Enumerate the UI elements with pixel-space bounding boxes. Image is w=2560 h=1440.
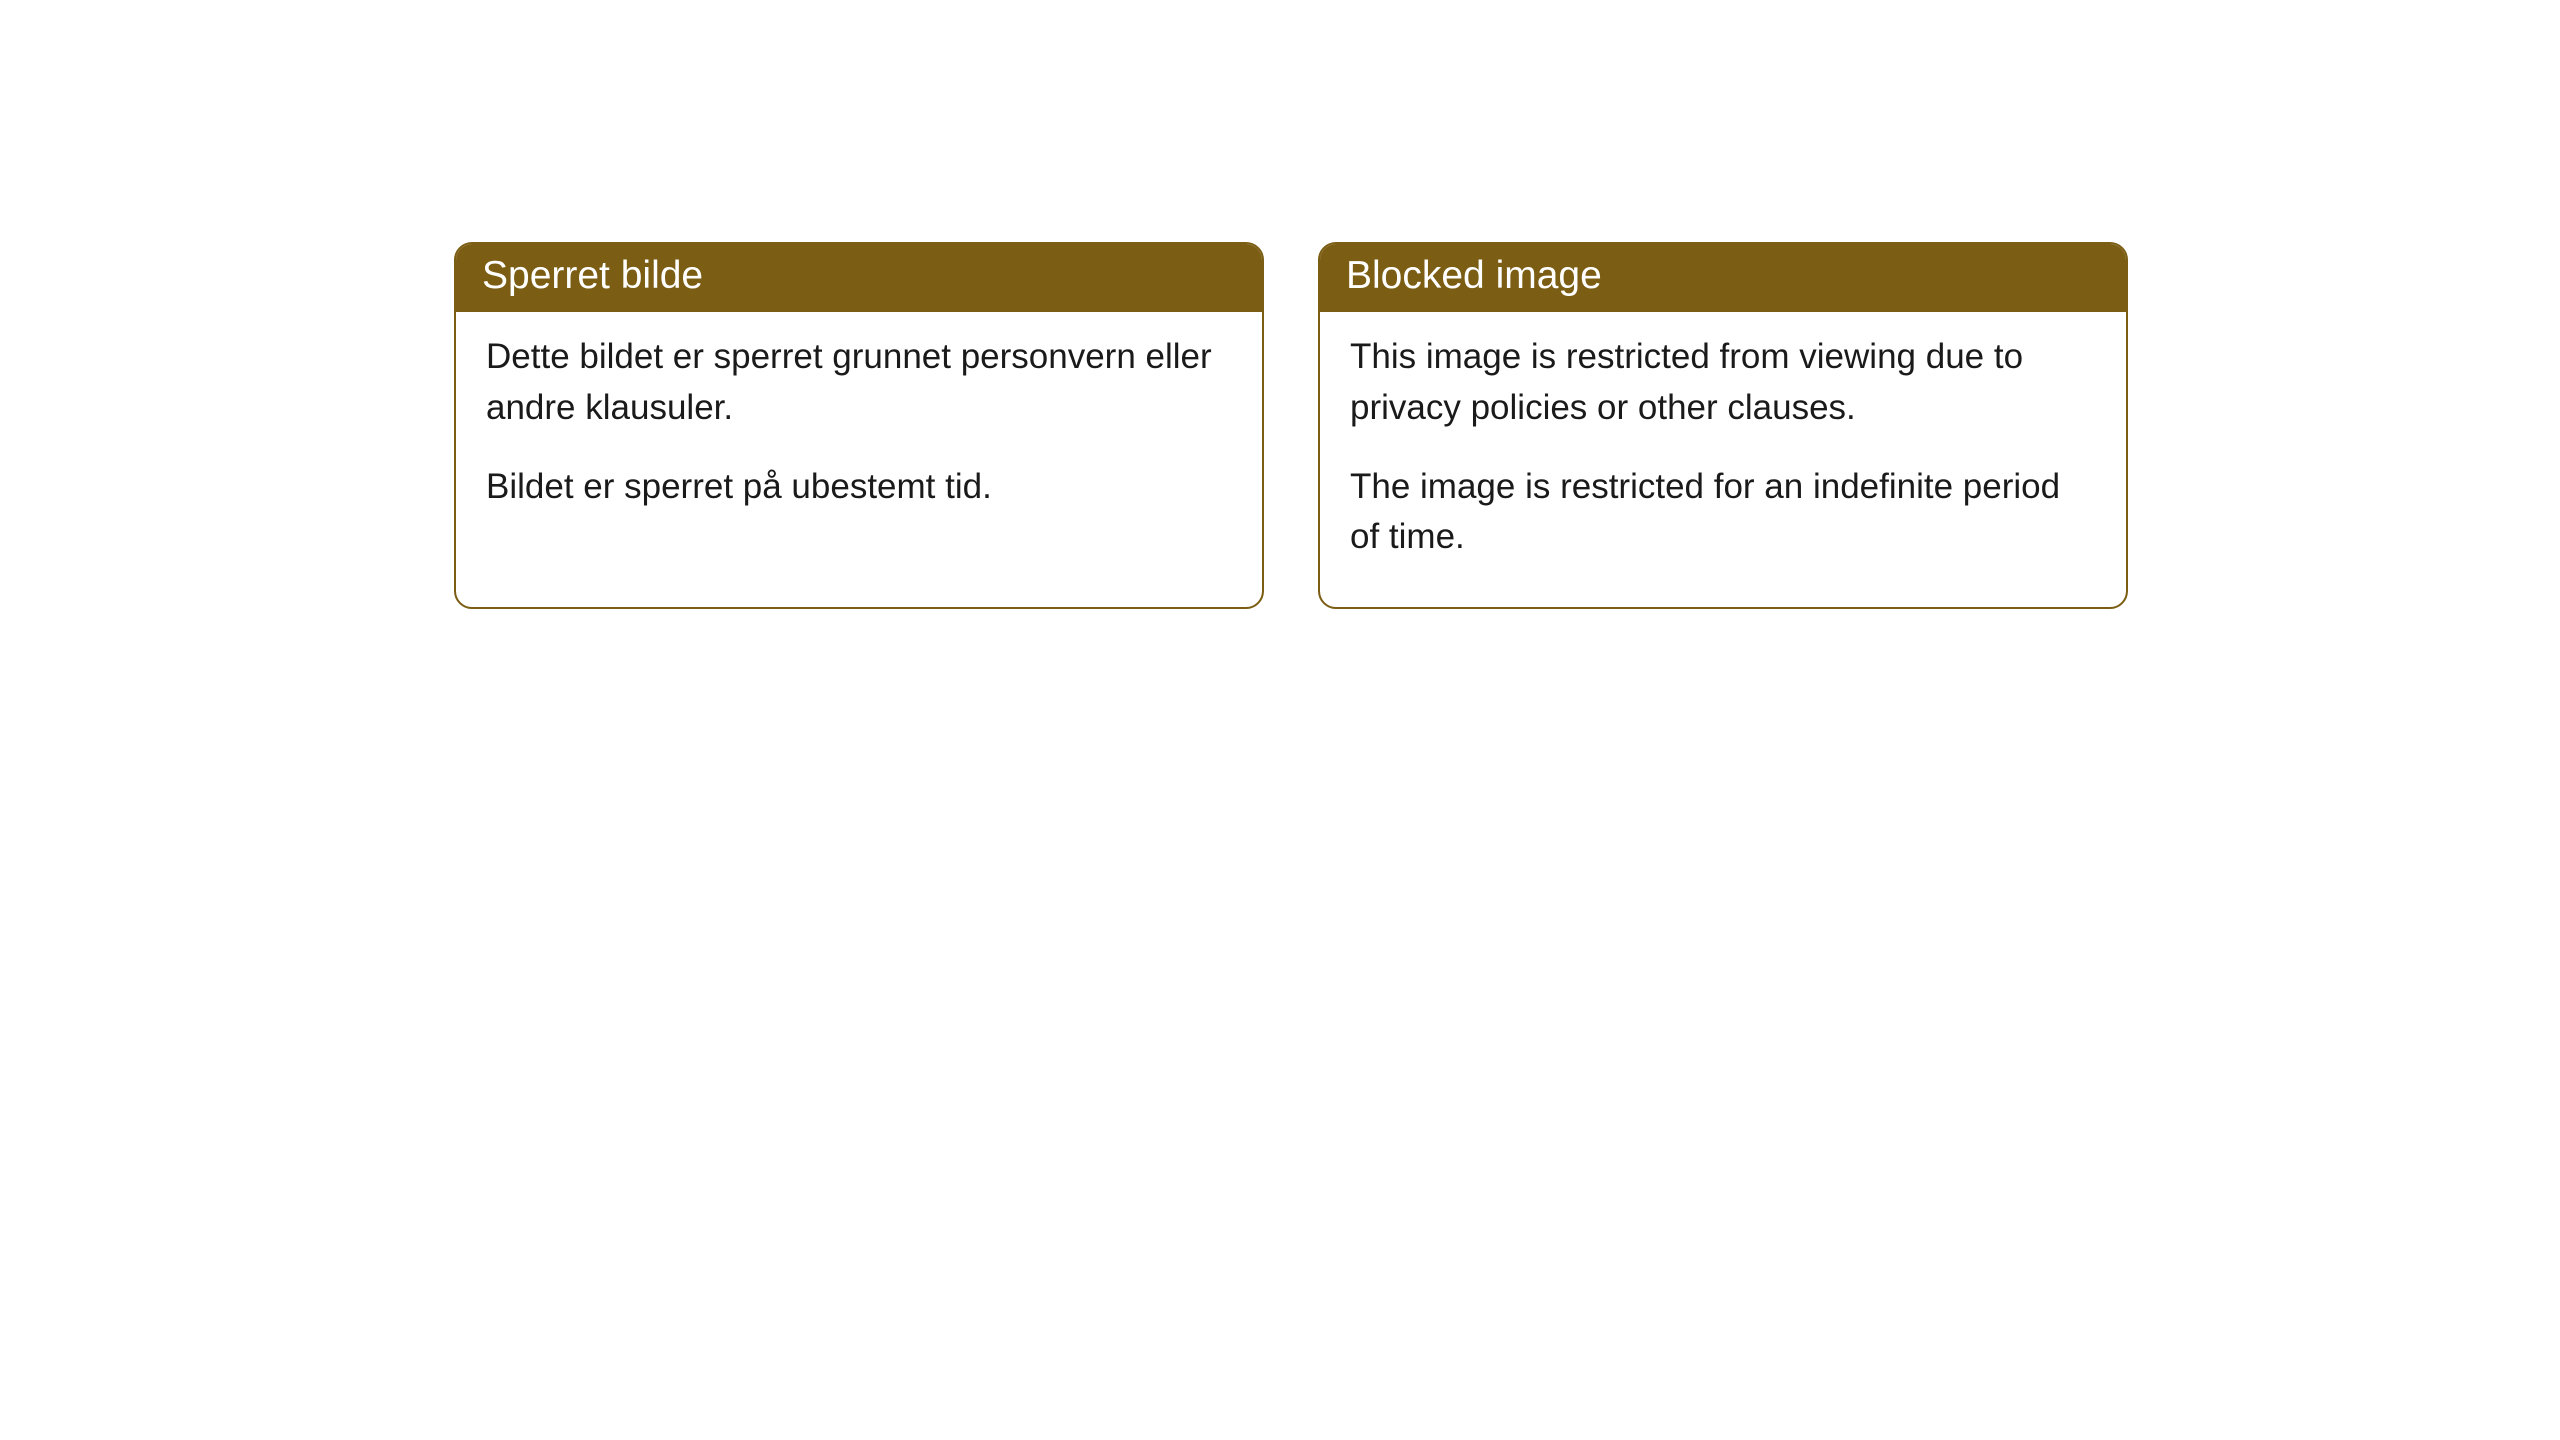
- card-paragraph: Bildet er sperret på ubestemt tid.: [486, 462, 1232, 513]
- card-paragraph: The image is restricted for an indefinit…: [1350, 462, 2096, 564]
- card-title: Sperret bilde: [482, 254, 703, 297]
- card-body: Dette bildet er sperret grunnet personve…: [456, 312, 1262, 556]
- notice-container: Sperret bilde Dette bildet er sperret gr…: [0, 0, 2560, 609]
- card-paragraph: This image is restricted from viewing du…: [1350, 332, 2096, 434]
- blocked-image-card-norwegian: Sperret bilde Dette bildet er sperret gr…: [454, 242, 1264, 609]
- card-body: This image is restricted from viewing du…: [1320, 312, 2126, 607]
- card-header: Blocked image: [1320, 244, 2126, 312]
- card-title: Blocked image: [1346, 254, 1602, 297]
- card-header: Sperret bilde: [456, 244, 1262, 312]
- card-paragraph: Dette bildet er sperret grunnet personve…: [486, 332, 1232, 434]
- blocked-image-card-english: Blocked image This image is restricted f…: [1318, 242, 2128, 609]
